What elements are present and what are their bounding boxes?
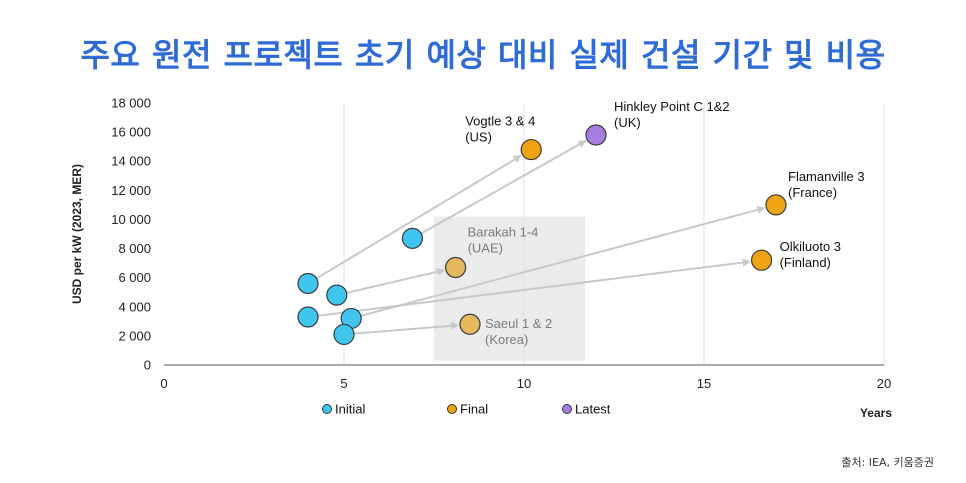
- page-title: 주요 원전 프로젝트 초기 예상 대비 실제 건설 기간 및 비용: [80, 36, 886, 74]
- project-region-label: (US): [465, 130, 492, 145]
- project-name-label: Hinkley Point C 1&2: [614, 99, 730, 114]
- project-region-label: (UAE): [468, 240, 503, 255]
- project-name-label: Saeul 1 & 2: [485, 316, 552, 331]
- y-tick-label: 10 000: [111, 212, 151, 227]
- project-name-label: Olkiluoto 3: [780, 239, 841, 254]
- y-tick-label: 18 000: [111, 96, 151, 111]
- initial-point: [333, 323, 355, 346]
- x-axis-label: Years: [860, 406, 892, 420]
- project-arrows: [316, 140, 766, 335]
- initial-point: [401, 227, 423, 249]
- x-tick-label: 10: [517, 376, 531, 391]
- final-point: [459, 313, 481, 335]
- latest-point: [585, 124, 607, 146]
- y-tick-label: 0: [144, 358, 151, 373]
- final-point: [750, 249, 773, 271]
- final-point: [765, 194, 787, 216]
- legend-marker-final: [447, 404, 457, 414]
- project-arrow: [360, 205, 766, 317]
- x-tick-label: 20: [877, 376, 891, 391]
- legend-marker-latest: [562, 404, 572, 414]
- initial-point: [297, 272, 319, 295]
- y-tick-label: 14 000: [111, 154, 151, 169]
- initial-point: [297, 306, 319, 328]
- project-arrow: [353, 321, 460, 335]
- project-arrow: [317, 258, 751, 317]
- x-tick-labels: 0 5 10 15 20: [160, 376, 891, 391]
- legend-label-initial: Initial: [335, 402, 365, 417]
- final-point: [520, 138, 542, 161]
- x-tick-label: 15: [697, 376, 711, 391]
- x-tick-label: 5: [340, 376, 347, 391]
- project-name-label: Flamanville 3: [788, 169, 865, 184]
- y-axis-label: USD per kW (2023, MER): [70, 164, 84, 304]
- project-arrow: [316, 154, 522, 280]
- project-region-label: (France): [788, 185, 837, 200]
- legend-label-latest: Latest: [575, 402, 611, 417]
- y-tick-label: 8 000: [118, 241, 151, 256]
- y-tick-label: 4 000: [118, 299, 151, 314]
- project-region-label: (Korea): [485, 332, 528, 347]
- project-name-label: Barakah 1-4: [468, 224, 539, 239]
- project-region-label: (Finland): [780, 255, 831, 270]
- project-arrow: [346, 267, 445, 294]
- y-tick-label: 16 000: [111, 125, 151, 140]
- project-arrow: [420, 140, 587, 235]
- legend-label-final: Final: [460, 402, 488, 417]
- source-note: 출처: IEA, 키움증권: [841, 456, 934, 469]
- legend-marker-initial: [322, 404, 332, 414]
- y-tick-labels: 0 2 000 4 000 6 000 8 000 10 000 12 000 14 000 1…: [111, 96, 151, 373]
- legend: Initial Final Latest: [322, 402, 611, 417]
- project-labels: Vogtle 3 & 4(US) Hinkley Point C 1&2(UK) F…: [465, 99, 864, 347]
- y-tick-label: 6 000: [118, 270, 151, 285]
- x-tick-label: 0: [160, 376, 167, 391]
- project-region-label: (UK): [614, 115, 641, 130]
- data-points: [297, 124, 787, 346]
- final-point: [445, 256, 467, 279]
- project-name-label: Vogtle 3 & 4: [465, 114, 535, 129]
- y-tick-label: 2 000: [118, 328, 151, 343]
- initial-point: [326, 284, 348, 306]
- y-tick-label: 12 000: [111, 183, 151, 198]
